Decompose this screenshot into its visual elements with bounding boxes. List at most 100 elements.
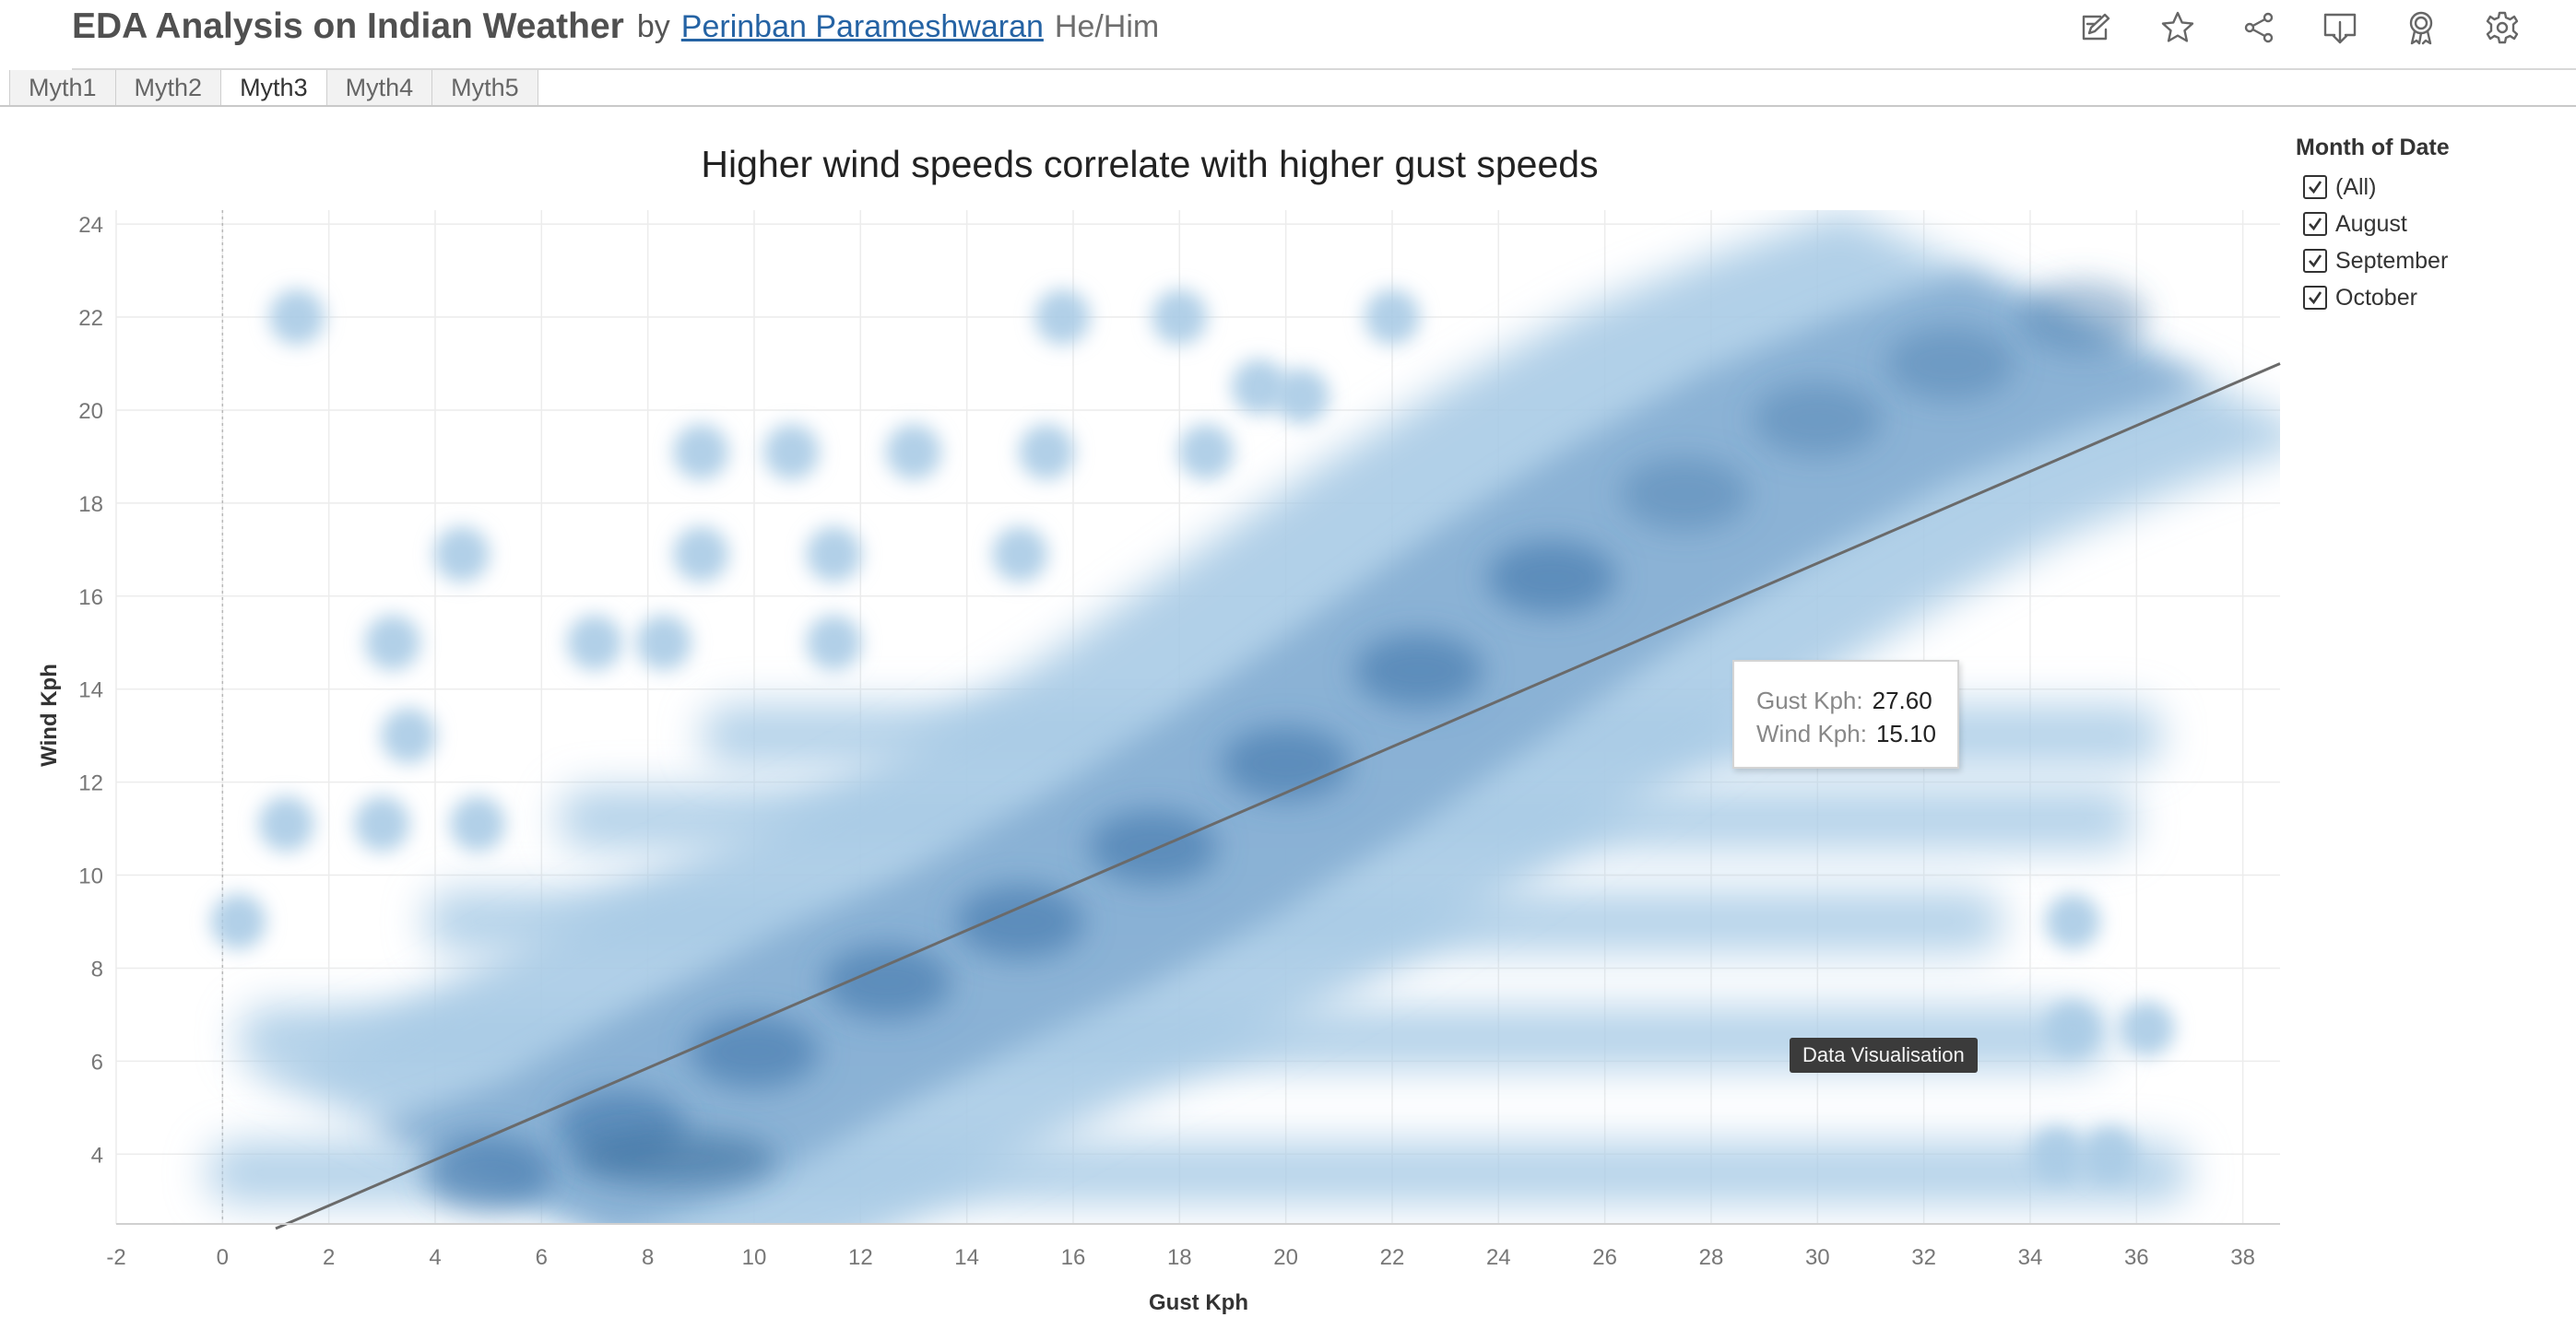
- tab-myth5[interactable]: Myth5: [431, 70, 538, 106]
- chart-title: Higher wind speeds correlate with higher…: [701, 143, 1599, 185]
- x-tick-label: 24: [1486, 1245, 1511, 1270]
- data-point-cluster: [635, 615, 691, 671]
- data-point-cluster: [2028, 1126, 2085, 1182]
- checkbox-icon[interactable]: [2303, 175, 2327, 199]
- star-icon[interactable]: [2156, 6, 2200, 50]
- y-tick-label: 12: [78, 771, 103, 796]
- density-core: [822, 945, 952, 1019]
- y-tick-label: 14: [78, 678, 103, 703]
- tooltip-gust-value: 27.60: [1872, 687, 1932, 714]
- density-core: [423, 1135, 553, 1210]
- tooltip-gust-label: Gust Kph:: [1756, 687, 1863, 714]
- data-point-cluster: [806, 526, 862, 582]
- month-filter: Month of Date (All) August September Oct…: [2296, 135, 2563, 316]
- data-point-cluster: [992, 526, 1048, 582]
- title-row: EDA Analysis on Indian Weather by Perinb…: [72, 0, 1159, 53]
- density-core: [1221, 726, 1351, 801]
- filter-option-label: (All): [2335, 173, 2377, 200]
- author-link[interactable]: Perinban Parameshwaran: [680, 8, 1044, 44]
- x-axis-title: Gust Kph: [1149, 1290, 1248, 1315]
- y-tick-label: 24: [78, 213, 103, 238]
- density-core: [1353, 633, 1483, 708]
- x-tick-label: 38: [2230, 1245, 2255, 1270]
- header: EDA Analysis on Indian Weather by Perinb…: [0, 0, 2576, 68]
- checkbox-icon[interactable]: [2303, 212, 2327, 236]
- gear-icon[interactable]: [2480, 6, 2524, 50]
- filter-title: Month of Date: [2296, 135, 2450, 160]
- tab-myth1[interactable]: Myth1: [9, 70, 116, 106]
- trend-layer: [275, 362, 2281, 1230]
- filter-option-september[interactable]: September: [2296, 242, 2563, 279]
- x-tick-label: 2: [323, 1245, 335, 1270]
- share-icon[interactable]: [2237, 6, 2281, 50]
- badge-icon[interactable]: [2399, 6, 2443, 50]
- y-axis-title: Wind Kph: [37, 664, 62, 767]
- tooltip-wind-value: 15.10: [1875, 720, 1937, 747]
- checkbox-icon[interactable]: [2303, 286, 2327, 310]
- y-tick-label: 18: [78, 492, 103, 517]
- data-point-cluster: [1019, 424, 1075, 480]
- axis-layer: -2 0 2 4 6 8 10 12 14 16 18 20 22 24 26 28 30 32 34 36 38468…: [78, 213, 2280, 1270]
- density-core: [2018, 280, 2148, 355]
- x-tick-label: 12: [848, 1245, 873, 1270]
- by-text: by: [636, 8, 670, 44]
- x-tick-label: 22: [1380, 1245, 1405, 1270]
- tab-myth3[interactable]: Myth3: [220, 70, 327, 106]
- author-pronouns: He/Him: [1054, 8, 1160, 44]
- data-point-cluster: [210, 894, 266, 950]
- tooltip-wind-label: Wind Kph:: [1756, 720, 1867, 747]
- data-point-cluster: [2045, 894, 2101, 950]
- x-tick-label: 36: [2124, 1245, 2149, 1270]
- viz-title: EDA Analysis on Indian Weather: [72, 6, 624, 46]
- y-tick-label: 16: [78, 585, 103, 610]
- filter-option-all[interactable]: (All): [2296, 169, 2563, 206]
- tab-myth4[interactable]: Myth4: [325, 70, 433, 106]
- data-point-cluster: [258, 796, 314, 853]
- filter-option-label: August: [2335, 210, 2407, 237]
- x-tick-label: 34: [2018, 1245, 2043, 1270]
- density-core: [955, 885, 1085, 959]
- x-tick-label: 30: [1805, 1245, 1830, 1270]
- density-core: [1620, 456, 1750, 531]
- data-point-cluster: [1152, 289, 1208, 346]
- chart-tooltip: Gust Kph: 27.60 Wind Kph: 15.10: [1732, 660, 1959, 769]
- data-point-cluster: [354, 796, 410, 853]
- tabs-divider: [0, 105, 2576, 107]
- x-tick-label: 4: [429, 1245, 441, 1270]
- data-point-cluster: [1178, 424, 1235, 480]
- toolbar: [2074, 4, 2524, 52]
- filter-option-august[interactable]: August: [2296, 206, 2563, 242]
- filter-option-label: September: [2335, 247, 2449, 274]
- data-point-cluster: [433, 526, 490, 582]
- x-tick-label: 26: [1592, 1245, 1617, 1270]
- x-tick-label: 14: [954, 1245, 979, 1270]
- filter-option-october[interactable]: October: [2296, 279, 2563, 316]
- density-core: [1885, 326, 2015, 401]
- data-point-cluster: [364, 615, 420, 671]
- tooltip-gust-row: Gust Kph: 27.60: [1756, 684, 1957, 717]
- density-core: [1753, 382, 1883, 457]
- density-core: [1486, 540, 1616, 615]
- data-point-cluster: [1034, 289, 1091, 346]
- data-visualisation-label: Data Visualisation: [1790, 1038, 1978, 1073]
- x-tick-label: 32: [1911, 1245, 1936, 1270]
- data-point-cluster: [269, 289, 325, 346]
- y-tick-label: 4: [91, 1143, 103, 1168]
- checkbox-icon[interactable]: [2303, 249, 2327, 273]
- data-point-cluster: [673, 424, 729, 480]
- x-tick-label: 6: [536, 1245, 548, 1270]
- data-point-cluster: [1231, 359, 1287, 415]
- data-point-cluster: [673, 526, 729, 582]
- data-point-cluster: [885, 424, 941, 480]
- download-icon[interactable]: [2318, 6, 2362, 50]
- header-divider: [72, 68, 2576, 70]
- y-tick-label: 22: [78, 306, 103, 331]
- y-tick-label: 20: [78, 399, 103, 424]
- y-tick-label: 8: [91, 957, 103, 982]
- x-tick-label: 28: [1699, 1245, 1724, 1270]
- edit-icon[interactable]: [2074, 6, 2119, 50]
- data-point-cluster: [566, 615, 622, 671]
- y-tick-label: 10: [78, 864, 103, 889]
- x-tick-label: 10: [742, 1245, 767, 1270]
